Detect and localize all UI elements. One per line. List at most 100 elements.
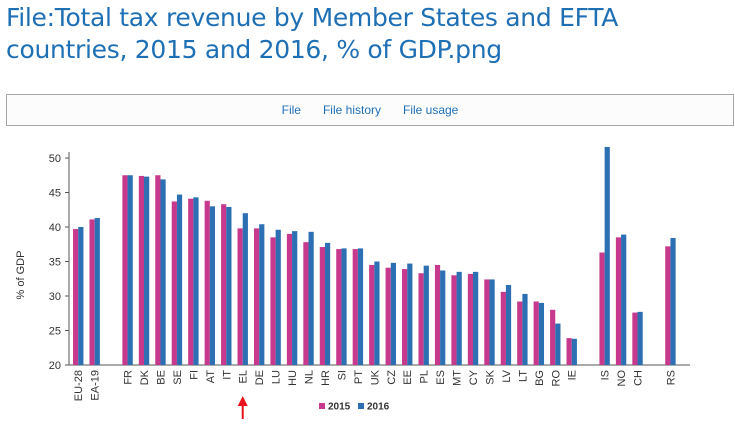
bar-cz-2016 xyxy=(390,262,396,365)
bar-ie-2015 xyxy=(566,338,572,365)
bar-fr-2015 xyxy=(122,175,128,365)
bar-lu-2015 xyxy=(270,237,276,365)
bar-ro-2015 xyxy=(550,309,556,365)
bar-es-2016 xyxy=(440,270,446,365)
x-tick-label: RO xyxy=(550,370,562,387)
file-tab-bar: File File history File usage xyxy=(6,94,734,126)
bar-eu-28-2015 xyxy=(73,229,79,365)
x-tick-label: NO xyxy=(616,370,628,387)
tax-revenue-chart: % of GDP 20 25 30 35 40 45 50 EU-28 EA-19 FR DK BE… xyxy=(15,146,690,419)
bar-si-2015 xyxy=(336,249,342,365)
bar-pt-2015 xyxy=(352,249,358,365)
x-tick-label: EA-19 xyxy=(90,370,102,401)
bar-ch-2016 xyxy=(637,311,643,365)
x-tick-label: MT xyxy=(452,370,464,386)
bar-pl-2015 xyxy=(418,273,424,365)
bar-ee-2016 xyxy=(407,263,413,365)
bar-ro-2016 xyxy=(555,323,561,365)
bar-no-2016 xyxy=(621,234,627,365)
bar-at-2015 xyxy=(204,200,210,365)
bar-rs-2015 xyxy=(665,246,671,365)
bars xyxy=(73,146,676,365)
x-tick-label: LV xyxy=(501,369,513,382)
bar-it-2015 xyxy=(221,204,227,365)
x-tick-label: PT xyxy=(353,370,365,384)
bar-uk-2015 xyxy=(369,264,375,365)
bar-uk-2016 xyxy=(374,261,380,365)
x-tick-label: AT xyxy=(205,370,217,384)
bar-cy-2016 xyxy=(473,271,479,365)
bar-hu-2016 xyxy=(292,231,298,365)
bar-rs-2016 xyxy=(670,238,676,365)
bar-dk-2016 xyxy=(144,176,150,365)
tab-file[interactable]: File xyxy=(281,103,301,117)
highlight-marker xyxy=(237,396,248,419)
y-tick-label: 25 xyxy=(49,326,61,338)
bar-lu-2016 xyxy=(275,229,281,365)
bar-pl-2016 xyxy=(423,265,429,365)
bar-no-2015 xyxy=(615,237,622,365)
x-tick-label: NL xyxy=(304,370,316,384)
bar-is-2015 xyxy=(599,252,605,365)
bar-hr-2015 xyxy=(319,247,325,365)
tab-file-history[interactable]: File history xyxy=(322,103,381,117)
y-axis-label: % of GDP xyxy=(15,251,27,300)
y-tick-label: 45 xyxy=(49,188,61,200)
bar-fr-2016 xyxy=(127,175,133,365)
y-tick-label: 50 xyxy=(49,153,61,165)
x-tick-label: ES xyxy=(435,370,447,385)
legend: 2015 2016 xyxy=(319,402,390,413)
bar-fi-2016 xyxy=(193,197,199,365)
y-tick-label: 30 xyxy=(49,291,61,303)
page-title: File:Total tax revenue by Member States … xyxy=(6,3,619,64)
legend-swatch-2015 xyxy=(319,403,325,409)
bar-nl-2016 xyxy=(308,231,314,365)
bar-hr-2016 xyxy=(324,242,331,365)
bar-be-2016 xyxy=(160,179,166,365)
x-tick-labels: EU-28 EA-19 FR DK BE SE FI AT IT EL DE LU HU NL HR SI PT… xyxy=(73,369,677,401)
x-tick-label: FR xyxy=(123,370,135,385)
bar-be-2015 xyxy=(155,175,161,365)
bar-ee-2015 xyxy=(402,269,408,365)
bar-is-2016 xyxy=(604,146,610,365)
bar-it-2016 xyxy=(226,206,232,365)
x-tick-label: CY xyxy=(468,369,480,385)
bar-lv-2016 xyxy=(505,284,512,365)
x-tick-label: IT xyxy=(221,370,233,380)
x-tick-label: HU xyxy=(287,370,299,386)
x-tick-label: EE xyxy=(402,370,414,385)
bar-cy-2015 xyxy=(467,273,474,365)
y-tick-label: 20 xyxy=(49,360,61,372)
x-tick-label: IS xyxy=(600,370,612,380)
bar-mt-2016 xyxy=(456,271,462,365)
bar-lt-2016 xyxy=(522,293,528,365)
x-tick-label: LU xyxy=(271,370,283,384)
bar-se-2016 xyxy=(176,194,183,365)
bar-cz-2015 xyxy=(385,267,391,365)
bar-ea-19-2015 xyxy=(89,219,95,365)
bar-lv-2015 xyxy=(500,291,506,365)
bar-fi-2015 xyxy=(188,198,194,365)
legend-swatch-2016 xyxy=(358,403,364,409)
x-tick-label: BG xyxy=(534,370,546,386)
bar-sk-2016 xyxy=(489,279,495,365)
bar-eu-28-2016 xyxy=(78,227,84,365)
x-tick-label: EU-28 xyxy=(73,370,85,401)
bar-mt-2015 xyxy=(451,275,457,365)
tab-file-usage[interactable]: File usage xyxy=(402,103,459,117)
bar-at-2016 xyxy=(209,206,216,365)
x-tick-label: HR xyxy=(320,370,332,386)
bar-nl-2015 xyxy=(303,242,309,365)
bar-hu-2015 xyxy=(286,233,293,365)
y-tick-label: 40 xyxy=(49,222,61,234)
bar-sk-2015 xyxy=(484,279,490,365)
x-tick-label: EL xyxy=(238,370,250,383)
bar-se-2015 xyxy=(171,201,177,365)
y-tick-label: 35 xyxy=(49,257,61,269)
bar-ea-19-2016 xyxy=(94,218,100,365)
x-tick-label: SE xyxy=(172,370,184,385)
x-tick-label: LT xyxy=(517,370,529,382)
bar-dk-2015 xyxy=(138,175,145,365)
legend-label-2016: 2016 xyxy=(367,402,390,413)
x-tick-label: DE xyxy=(254,370,266,385)
